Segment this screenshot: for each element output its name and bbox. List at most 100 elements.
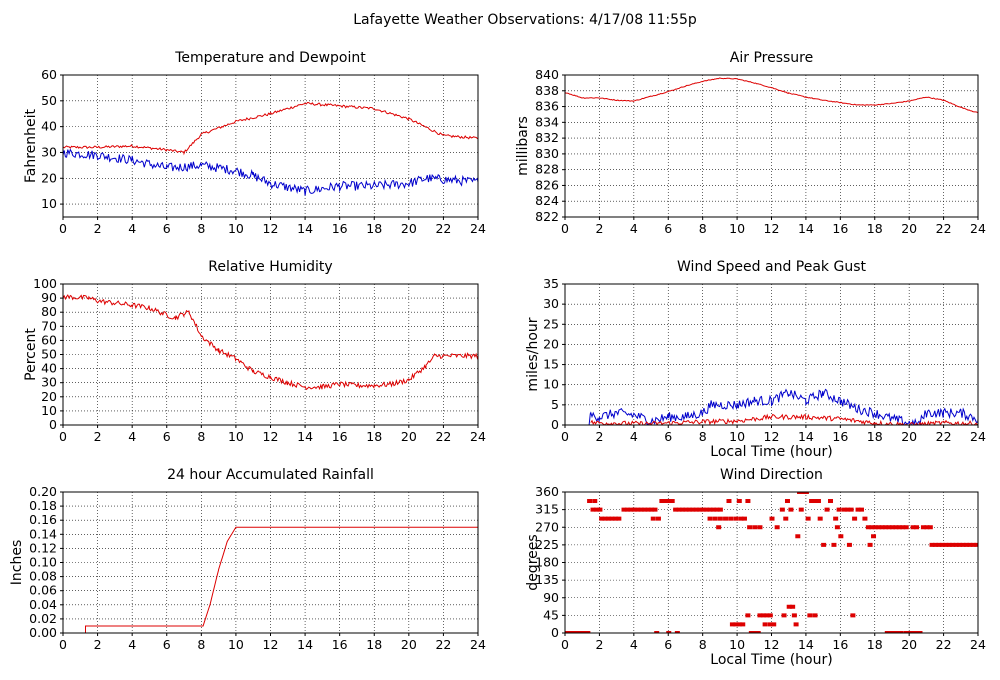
direction-point <box>886 525 892 530</box>
rain-ytick-label: 0.02 <box>29 611 57 626</box>
direction-point <box>771 622 777 627</box>
pressure-ytick-label: 826 <box>535 177 559 192</box>
pressure-ytick-label: 832 <box>535 130 559 145</box>
wind-xtick-label: 10 <box>729 429 745 444</box>
rain-xtick-label: 24 <box>470 637 486 652</box>
wind-title: Wind Speed and Peak Gust <box>677 259 866 275</box>
humidity-title: Relative Humidity <box>208 259 332 275</box>
direction-point <box>900 525 906 530</box>
direction-point <box>606 516 612 521</box>
direction-point <box>733 516 739 521</box>
pressure-xtick-label: 16 <box>832 221 848 236</box>
direction-xtick-label: 0 <box>561 637 569 652</box>
temp-xtick-label: 8 <box>197 221 205 236</box>
direction-point <box>710 507 716 512</box>
direction-xtick-label: 6 <box>664 637 672 652</box>
direction-ylabel: degrees <box>525 534 541 590</box>
direction-point <box>740 622 746 627</box>
direction-point <box>884 631 890 633</box>
direction-point <box>655 516 661 521</box>
direction-point <box>612 516 618 521</box>
direction-point <box>717 516 723 521</box>
direction-xtick-label: 8 <box>699 637 707 652</box>
rain-xtick-label: 2 <box>94 637 102 652</box>
wind-frame <box>564 283 979 426</box>
wind-xtick-label: 22 <box>936 429 952 444</box>
direction-xtick-label: 4 <box>630 637 638 652</box>
direction-ytick-label: 45 <box>543 607 559 622</box>
pressure-series-0-line <box>565 77 978 114</box>
direction-point <box>767 613 773 618</box>
direction-ytick-label: 135 <box>535 572 559 587</box>
humidity-xtick-label: 14 <box>297 429 313 444</box>
direction-point <box>867 542 873 547</box>
direction-point <box>631 507 637 512</box>
direction-ytick-label: 180 <box>535 555 559 570</box>
wind-xtick-label: 2 <box>595 429 603 444</box>
direction-point <box>693 507 699 512</box>
direction-xtick-label: 20 <box>901 637 917 652</box>
pressure-ytick-label: 836 <box>535 99 559 114</box>
direction-point <box>936 542 942 547</box>
humidity-xtick-label: 20 <box>401 429 417 444</box>
pressure-xtick-label: 10 <box>729 221 745 236</box>
direction-point <box>950 542 956 547</box>
humidity-ytick-label: 0 <box>49 417 57 432</box>
direction-point <box>865 525 871 530</box>
humidity-xtick-label: 12 <box>263 429 279 444</box>
temp-ytick-label: 60 <box>41 67 57 82</box>
wind-ytick-label: 5 <box>551 397 559 412</box>
direction-point <box>836 507 842 512</box>
direction-xtick-label: 24 <box>970 637 986 652</box>
rain-xtick-label: 22 <box>435 637 451 652</box>
direction-point <box>649 507 655 512</box>
direction-point <box>821 542 827 547</box>
direction-point <box>967 542 973 547</box>
temp-title: Temperature and Dewpoint <box>174 50 366 66</box>
direction-point <box>736 622 742 627</box>
pressure-ytick-label: 822 <box>535 209 559 224</box>
pressure-ytick-label: 828 <box>535 162 559 177</box>
direction-point <box>924 525 930 530</box>
temp-xtick-label: 14 <box>297 221 313 236</box>
rain-xtick-label: 18 <box>366 637 382 652</box>
direction-point <box>858 507 864 512</box>
wind-xtick-label: 0 <box>561 429 569 444</box>
direction-point <box>893 525 899 530</box>
humidity-xtick-label: 24 <box>470 429 486 444</box>
wind-xtick-label: 12 <box>764 429 780 444</box>
direction-point <box>714 507 720 512</box>
direction-point <box>833 516 839 521</box>
direction-point <box>726 499 732 504</box>
pressure-xtick-label: 18 <box>867 221 883 236</box>
direction-point <box>807 613 813 618</box>
direction-ytick-label: 90 <box>543 590 559 605</box>
direction-point <box>852 516 858 521</box>
direction-point <box>748 631 754 633</box>
wind-xtick-label: 20 <box>901 429 917 444</box>
direction-point <box>809 499 815 504</box>
temp-ytick-label: 10 <box>41 196 57 211</box>
direction-point <box>841 507 847 512</box>
rain-ytick-label: 0.04 <box>29 597 57 612</box>
wind-xtick-label: 4 <box>630 429 638 444</box>
pressure-ytick-label: 824 <box>535 193 559 208</box>
direction-point <box>850 613 856 618</box>
direction-point <box>834 525 840 530</box>
wind-xtick-label: 18 <box>867 429 883 444</box>
direction-point <box>602 516 608 521</box>
pressure-xtick-label: 24 <box>970 221 986 236</box>
direction-point <box>581 631 587 633</box>
direction-point <box>707 507 713 512</box>
pressure-plot-area <box>565 75 978 217</box>
humidity-xtick-label: 6 <box>163 429 171 444</box>
humidity-ylabel: Percent <box>23 328 39 381</box>
direction-point <box>590 507 596 512</box>
direction-point <box>869 525 875 530</box>
rain-frame <box>62 491 479 634</box>
direction-point <box>638 507 644 512</box>
direction-point <box>790 604 796 609</box>
